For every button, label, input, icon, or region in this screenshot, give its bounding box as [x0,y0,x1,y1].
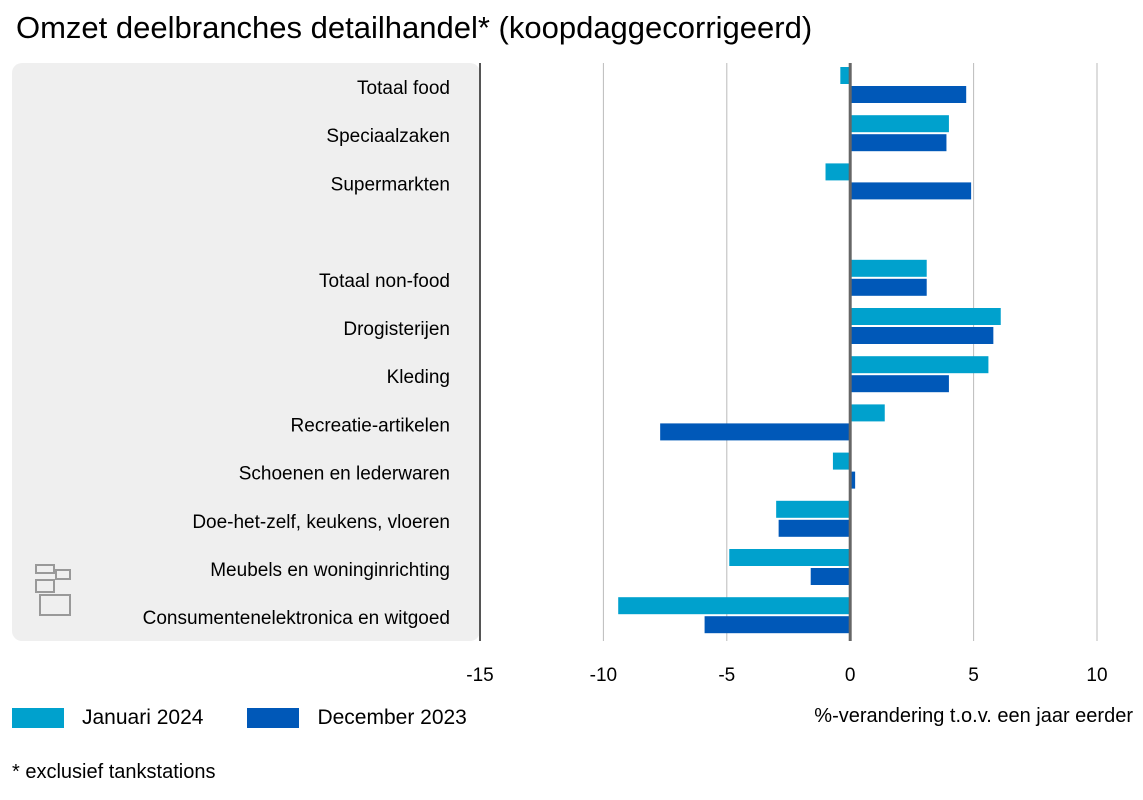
legend: Januari 2024 December 2023 [12,706,511,730]
legend-item-dec: December 2023 [247,706,467,730]
legend-label: Januari 2024 [82,706,204,729]
category-label: Totaal food [357,78,450,99]
x-tick-label: -15 [466,665,493,686]
x-tick-label: 0 [845,665,856,686]
bar [850,308,1001,325]
bar [704,616,851,634]
legend-item-jan: Januari 2024 [12,706,203,730]
bar [850,375,949,393]
legend-swatch [247,708,300,728]
bar [840,67,851,84]
bar [832,452,851,470]
bar [778,519,851,537]
bar [850,471,856,489]
bar [618,597,851,615]
x-axis-label: %-verandering t.o.v. een jaar eerder [814,705,1133,727]
bar [660,423,851,441]
category-label: Speciaalzaken [326,126,450,147]
x-tick-label: 5 [968,665,979,686]
chart-title: Omzet deelbranches detailhandel* (koopda… [16,10,813,45]
bar [850,134,947,152]
category-label: Totaal non-food [319,271,450,292]
bar [810,568,851,585]
x-tick-label: -10 [590,665,617,686]
bar [776,500,851,518]
category-label: Meubels en woninginrichting [210,560,450,581]
bar [729,549,851,566]
bar [850,259,927,277]
x-tick-label: 10 [1086,665,1107,686]
label-panel [12,63,480,641]
category-label: Doe-het-zelf, keukens, vloeren [192,512,450,533]
bar [850,404,885,422]
category-label: Drogisterijen [343,319,450,340]
bar [850,327,994,344]
bar [850,356,989,374]
category-label: Schoenen en lederwaren [239,464,450,485]
legend-swatch [12,708,64,728]
x-tick-label: -5 [718,665,735,686]
category-label: Consumentenelektronica en witgoed [143,608,450,629]
category-label: Supermarkten [331,174,450,195]
bar [850,278,927,296]
bar [850,86,967,103]
bar [850,182,972,200]
category-label: Kleding [387,367,450,388]
bar [850,115,949,133]
cbs-logo-icon [35,564,71,616]
footnote: * exclusief tankstations [12,761,216,783]
bar [825,163,851,181]
category-label: Recreatie-artikelen [291,415,450,436]
legend-label: December 2023 [317,706,467,729]
